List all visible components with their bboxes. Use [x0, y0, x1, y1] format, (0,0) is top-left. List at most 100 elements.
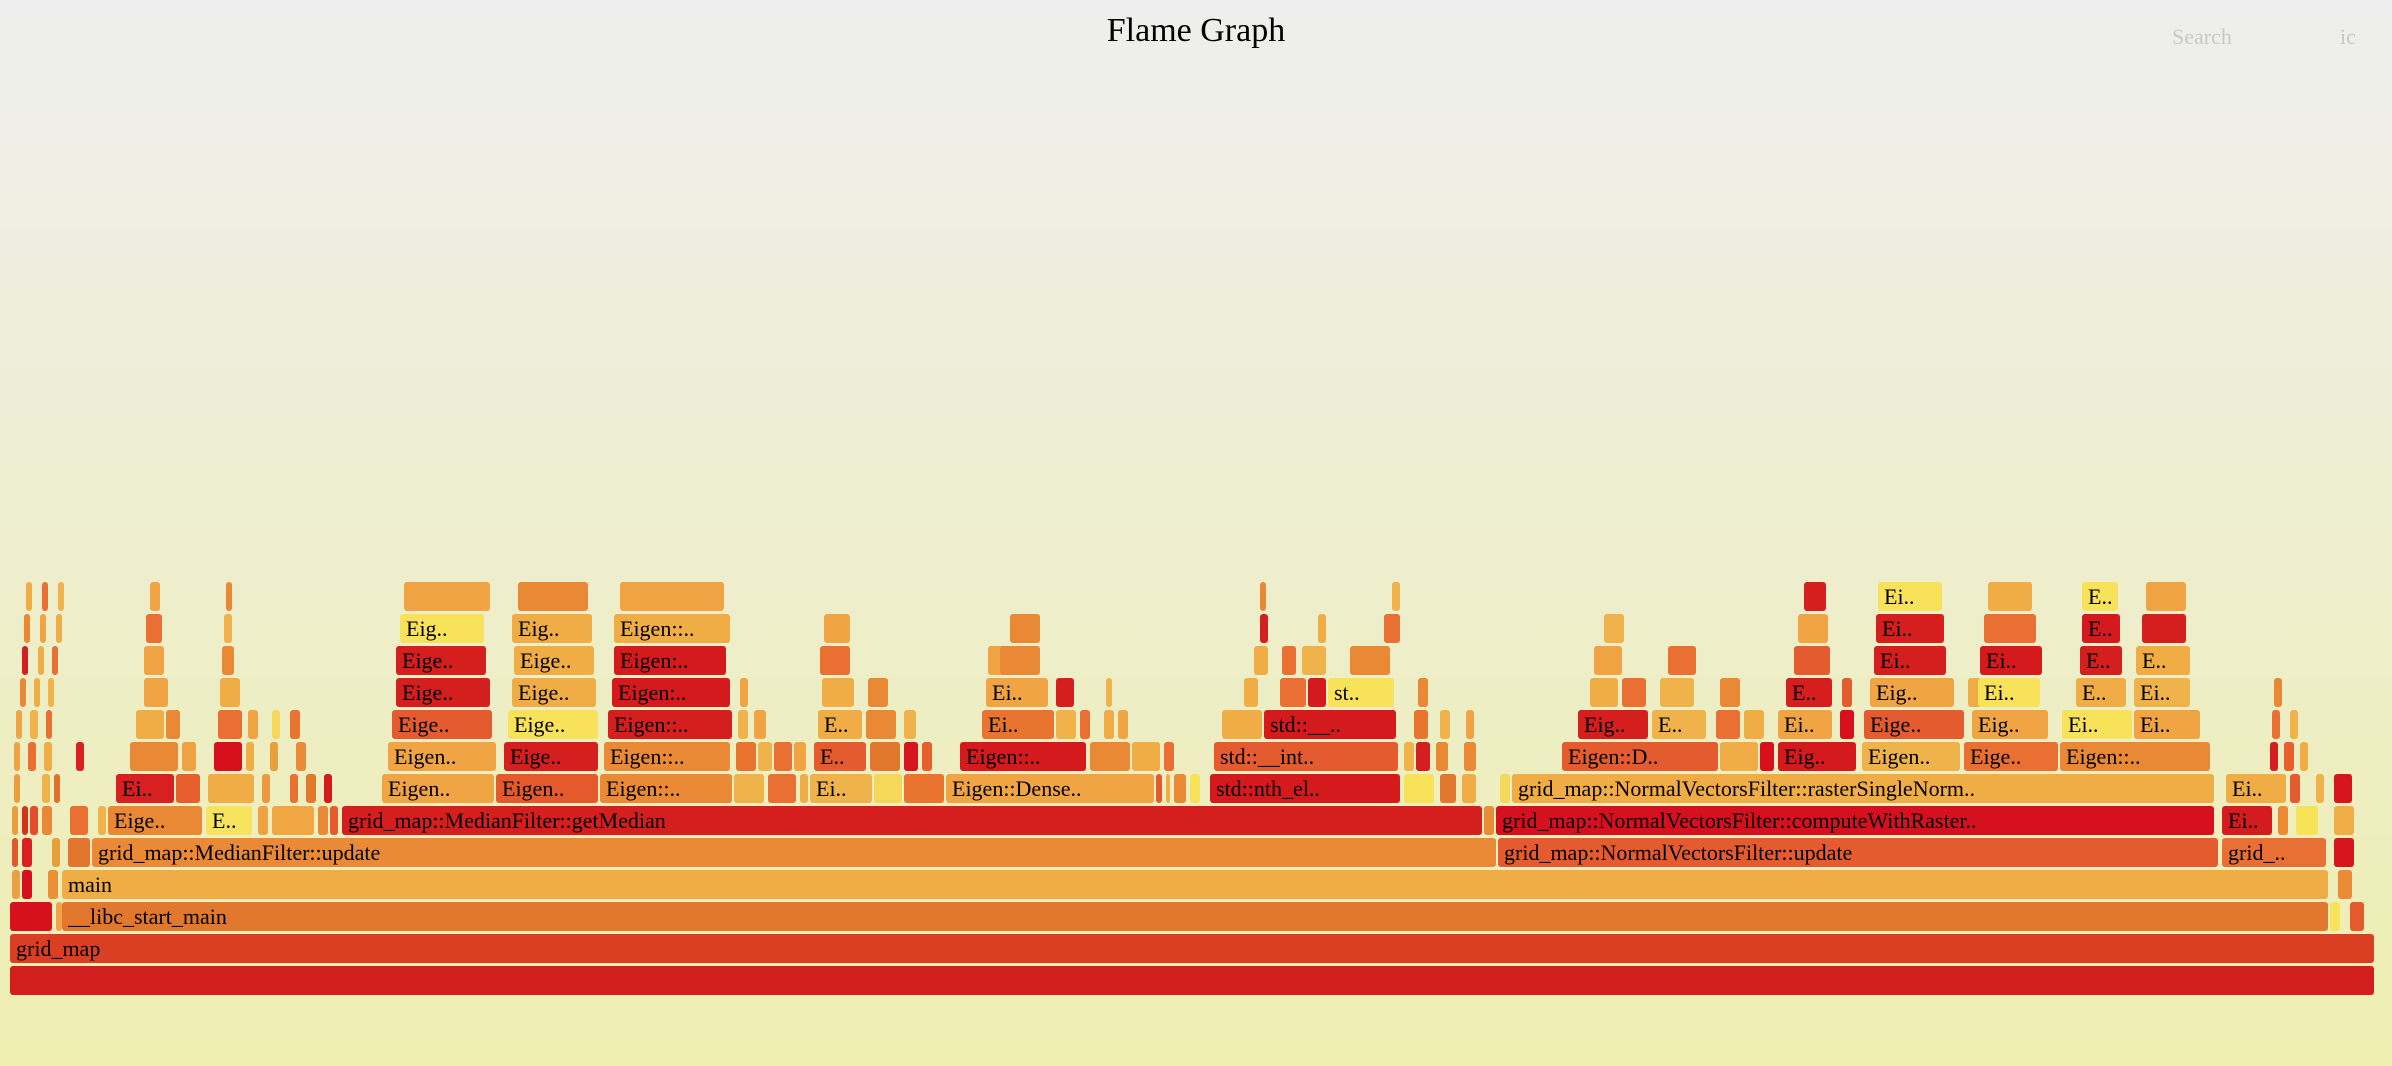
frame[interactable]	[42, 582, 48, 611]
frame[interactable]	[1798, 614, 1828, 643]
frame-box[interactable]	[1000, 646, 1040, 675]
frame[interactable]	[1804, 582, 1826, 611]
frame-box[interactable]	[2146, 582, 2186, 611]
frame-box[interactable]	[1864, 710, 1964, 739]
frame-box[interactable]	[42, 806, 52, 835]
frame[interactable]	[1318, 614, 1326, 643]
frame[interactable]	[42, 774, 50, 803]
frame[interactable]: Ei..	[1874, 646, 1946, 675]
frame[interactable]	[28, 742, 36, 771]
frame[interactable]: E..	[2080, 646, 2122, 675]
frame-box[interactable]	[1080, 710, 1090, 739]
frame[interactable]	[1436, 742, 1448, 771]
frame-box[interactable]	[44, 742, 52, 771]
frame[interactable]	[1440, 710, 1450, 739]
frame[interactable]	[176, 774, 200, 803]
frame[interactable]	[868, 678, 888, 707]
frame-box[interactable]	[868, 678, 888, 707]
frame-box[interactable]	[1840, 710, 1854, 739]
frame-box[interactable]	[272, 806, 314, 835]
frame[interactable]	[1106, 678, 1112, 707]
frame[interactable]	[1464, 742, 1476, 771]
frame-box[interactable]	[2270, 742, 2278, 771]
frame[interactable]	[10, 902, 52, 931]
frame[interactable]	[2296, 806, 2318, 835]
frame-box[interactable]	[30, 806, 38, 835]
frame[interactable]	[296, 742, 306, 771]
frame-box[interactable]	[1090, 742, 1130, 771]
frame[interactable]	[98, 806, 106, 835]
frame-box[interactable]	[1870, 678, 1954, 707]
frame[interactable]	[1056, 710, 1076, 739]
frame-box[interactable]	[24, 614, 30, 643]
frame[interactable]: Eig..	[512, 614, 592, 643]
frame[interactable]: Ei..	[1878, 582, 1942, 611]
frame[interactable]	[318, 806, 328, 835]
frame[interactable]	[1720, 742, 1758, 771]
frame-box[interactable]	[496, 774, 598, 803]
frame-box[interactable]	[166, 710, 180, 739]
frame-box[interactable]	[1190, 774, 1200, 803]
frame-box[interactable]	[774, 742, 792, 771]
frame-box[interactable]	[1104, 710, 1114, 739]
frame-box[interactable]	[1118, 710, 1128, 739]
frame[interactable]	[224, 614, 232, 643]
frame[interactable]: Eige..	[108, 806, 202, 835]
frame-box[interactable]	[1496, 806, 2214, 835]
frame[interactable]: Ei..	[2226, 774, 2286, 803]
frame[interactable]	[150, 582, 160, 611]
frame-box[interactable]	[176, 774, 200, 803]
frame-box[interactable]	[614, 646, 726, 675]
frame-box[interactable]	[1842, 678, 1852, 707]
frame-box[interactable]	[52, 838, 60, 867]
frame[interactable]	[1118, 710, 1128, 739]
frame-box[interactable]	[40, 614, 46, 643]
frame[interactable]	[56, 614, 62, 643]
frame-box[interactable]	[794, 742, 806, 771]
frame-box[interactable]	[608, 710, 732, 739]
frame[interactable]	[1000, 646, 1040, 675]
frame[interactable]	[2334, 838, 2354, 867]
frame[interactable]: Eig..	[1778, 742, 1856, 771]
frame-box[interactable]	[1318, 614, 1326, 643]
frame[interactable]	[2284, 742, 2294, 771]
frame-box[interactable]	[136, 710, 164, 739]
frame-box[interactable]	[1260, 614, 1268, 643]
frame-box[interactable]	[62, 870, 2328, 899]
frame[interactable]: E..	[2136, 646, 2190, 675]
frame-box[interactable]	[1056, 710, 1076, 739]
frame[interactable]	[14, 742, 20, 771]
frame-box[interactable]	[1164, 742, 1174, 771]
frame-box[interactable]	[226, 582, 232, 611]
frame[interactable]: std::__int..	[1214, 742, 1398, 771]
frame-box[interactable]	[76, 742, 84, 771]
frame[interactable]	[330, 806, 338, 835]
frame[interactable]: Eige..	[1864, 710, 1964, 739]
frame[interactable]	[222, 646, 234, 675]
frame[interactable]	[258, 806, 268, 835]
frame[interactable]	[1302, 646, 1326, 675]
frame[interactable]	[768, 774, 796, 803]
frame[interactable]	[2270, 742, 2278, 771]
frame[interactable]	[1416, 742, 1430, 771]
frame[interactable]	[22, 870, 32, 899]
frame-box[interactable]	[1156, 774, 1162, 803]
frame[interactable]: Eigen..	[382, 774, 494, 803]
frame[interactable]	[774, 742, 792, 771]
frame[interactable]	[2278, 806, 2288, 835]
frame-box[interactable]	[146, 614, 162, 643]
frame-box[interactable]	[1214, 742, 1398, 771]
frame-box[interactable]	[1302, 646, 1326, 675]
frame[interactable]	[1418, 678, 1428, 707]
frame[interactable]	[1404, 742, 1414, 771]
frame-box[interactable]	[144, 678, 168, 707]
frame[interactable]	[2290, 774, 2300, 803]
frame-box[interactable]	[1440, 710, 1450, 739]
frame[interactable]: E..	[206, 806, 252, 835]
frame[interactable]	[758, 742, 772, 771]
frame[interactable]	[52, 646, 58, 675]
frame[interactable]: E..	[818, 710, 862, 739]
frame[interactable]	[58, 582, 64, 611]
frame-box[interactable]	[1720, 742, 1758, 771]
search-button[interactable]: Search	[2172, 24, 2232, 49]
